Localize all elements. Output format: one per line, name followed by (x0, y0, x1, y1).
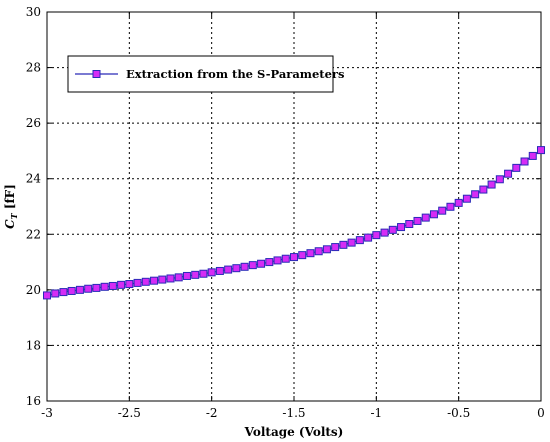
x-tick-label: 0 (537, 406, 545, 420)
y-tick-label: 18 (26, 338, 41, 352)
data-point (298, 251, 307, 260)
data-point (174, 273, 183, 282)
data-point (462, 194, 471, 203)
data-point (454, 198, 463, 207)
data-point (314, 247, 323, 256)
x-tick-label: -1.5 (282, 406, 305, 420)
data-point (512, 163, 521, 172)
data-point (215, 266, 224, 275)
data-point (421, 213, 430, 222)
x-axis-label: Voltage (Volts) (244, 425, 344, 439)
data-point (273, 256, 282, 265)
legend-label: Extraction from the S-Parameters (126, 67, 344, 81)
y-tick-label: 16 (26, 394, 41, 408)
data-point (429, 210, 438, 219)
x-tick-label: -0.5 (447, 406, 470, 420)
data-point (520, 157, 529, 166)
data-point (248, 261, 257, 270)
x-tick-label: -2 (206, 406, 218, 420)
data-point (495, 175, 504, 184)
data-point (413, 216, 422, 225)
y-axis-label-main: C (3, 219, 17, 229)
data-point (438, 206, 447, 215)
data-point (141, 277, 150, 286)
data-point (265, 258, 274, 267)
data-point (43, 291, 51, 300)
x-tick-label: -3 (41, 406, 53, 420)
data-point (331, 243, 340, 252)
data-point (182, 271, 191, 280)
data-point (339, 240, 348, 249)
data-point (504, 169, 513, 178)
y-axis-label-unit: [fF] (3, 184, 17, 213)
data-point (322, 245, 331, 254)
data-point (397, 223, 406, 232)
data-point (59, 288, 68, 297)
data-point (133, 278, 142, 287)
data-point (125, 280, 134, 289)
data-point (281, 254, 290, 263)
data-point (446, 202, 455, 211)
data-point (108, 281, 117, 290)
y-tick-label: 26 (26, 116, 41, 130)
data-point (290, 253, 298, 262)
data-point (355, 236, 364, 245)
data-point (51, 289, 60, 298)
data-point (158, 275, 167, 284)
x-tick-label: -1 (370, 406, 382, 420)
data-point (537, 146, 545, 155)
y-tick-label: 24 (26, 172, 42, 186)
data-point (257, 259, 266, 268)
data-point (92, 283, 101, 292)
data-point (347, 238, 356, 247)
y-tick-label: 20 (26, 283, 41, 297)
data-point (388, 225, 397, 234)
data-point (528, 151, 537, 160)
data-point (487, 180, 496, 189)
data-point (372, 231, 381, 240)
legend-marker (92, 70, 101, 78)
data-point (232, 264, 241, 273)
data-point (84, 284, 93, 293)
y-axis-label-sub: T (9, 212, 19, 219)
y-tick-label: 22 (26, 227, 41, 241)
data-point (380, 228, 389, 237)
data-point (224, 265, 233, 274)
data-point (471, 190, 480, 199)
data-point (207, 268, 216, 277)
data-point (166, 274, 175, 283)
data-point (199, 269, 208, 278)
data-point (117, 280, 126, 289)
data-point (405, 220, 414, 229)
data-point (240, 262, 249, 271)
series-group (43, 146, 545, 300)
legend: Extraction from the S-Parameters (67, 55, 344, 93)
data-point (479, 185, 488, 194)
y-tick-label: 30 (26, 5, 41, 19)
data-point (100, 282, 109, 291)
data-point (191, 270, 200, 279)
data-point (67, 286, 76, 295)
data-point (150, 276, 159, 285)
y-tick-label: 28 (26, 61, 41, 75)
axis-ticks: -3 -2.5 -2 -1.5 -1 -0.5 0 16 18 20 22 24 26 28 30 (26, 5, 545, 420)
data-point (75, 285, 84, 294)
data-point (364, 233, 373, 242)
x-tick-label: -2.5 (118, 406, 141, 420)
data-point (306, 249, 315, 258)
y-axis-label: CT [fF] (3, 184, 19, 229)
